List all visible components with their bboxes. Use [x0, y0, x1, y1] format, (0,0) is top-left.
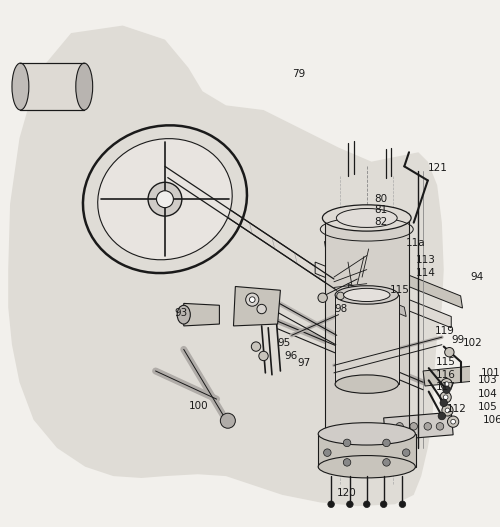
Circle shape	[156, 191, 174, 208]
Polygon shape	[234, 287, 280, 326]
Circle shape	[259, 352, 268, 360]
Ellipse shape	[322, 205, 411, 231]
Circle shape	[448, 416, 459, 427]
Text: 115: 115	[390, 285, 410, 295]
Polygon shape	[184, 304, 220, 326]
Text: 80: 80	[374, 194, 388, 204]
Text: 114: 114	[416, 268, 436, 278]
Circle shape	[410, 423, 418, 430]
Circle shape	[443, 386, 450, 394]
Circle shape	[440, 392, 452, 403]
Ellipse shape	[335, 286, 398, 304]
Circle shape	[444, 382, 449, 386]
Circle shape	[328, 501, 334, 508]
Polygon shape	[165, 167, 336, 290]
Text: 81: 81	[374, 206, 388, 216]
Circle shape	[444, 395, 448, 399]
Circle shape	[396, 423, 404, 430]
Text: 102: 102	[462, 338, 482, 348]
Ellipse shape	[98, 139, 232, 260]
Circle shape	[438, 412, 446, 420]
Polygon shape	[20, 63, 84, 110]
Polygon shape	[334, 295, 399, 384]
Circle shape	[346, 501, 353, 508]
Circle shape	[436, 423, 444, 430]
Text: 113: 113	[416, 255, 436, 265]
Polygon shape	[315, 262, 452, 328]
Text: 104: 104	[478, 388, 498, 398]
Text: 79: 79	[292, 70, 305, 80]
Circle shape	[382, 439, 390, 447]
Circle shape	[364, 501, 370, 508]
Polygon shape	[318, 434, 416, 467]
Ellipse shape	[12, 63, 29, 110]
Circle shape	[220, 413, 236, 428]
Circle shape	[252, 342, 260, 352]
Text: 121: 121	[428, 163, 448, 173]
Circle shape	[344, 458, 351, 466]
Text: 112: 112	[446, 404, 466, 414]
Text: 97: 97	[298, 358, 310, 368]
Circle shape	[399, 501, 406, 508]
Circle shape	[246, 293, 259, 306]
Polygon shape	[423, 365, 482, 386]
Text: 82: 82	[374, 217, 388, 227]
Text: 96: 96	[284, 351, 298, 361]
Circle shape	[336, 292, 344, 300]
Ellipse shape	[318, 455, 416, 478]
Text: 105: 105	[478, 402, 498, 412]
Text: 95: 95	[278, 338, 291, 348]
Text: 119: 119	[434, 326, 454, 336]
Text: 93: 93	[174, 308, 188, 318]
Ellipse shape	[76, 63, 92, 110]
Text: 11a: 11a	[406, 238, 426, 248]
Circle shape	[148, 182, 182, 216]
Ellipse shape	[177, 305, 190, 324]
Polygon shape	[324, 241, 462, 308]
Text: 99: 99	[452, 335, 464, 345]
Circle shape	[441, 378, 452, 390]
Ellipse shape	[335, 375, 398, 393]
Circle shape	[324, 449, 331, 456]
Circle shape	[451, 419, 456, 424]
Ellipse shape	[344, 288, 390, 301]
Circle shape	[344, 439, 351, 447]
Circle shape	[444, 347, 454, 357]
Text: 103: 103	[478, 375, 498, 385]
Circle shape	[257, 304, 266, 314]
Circle shape	[318, 293, 328, 302]
Circle shape	[424, 423, 432, 430]
Text: 100: 100	[188, 401, 208, 411]
Polygon shape	[8, 25, 444, 506]
Polygon shape	[324, 218, 409, 467]
Ellipse shape	[318, 423, 416, 445]
Ellipse shape	[336, 209, 397, 228]
Text: 117: 117	[436, 382, 456, 392]
Text: 94: 94	[470, 272, 484, 282]
Circle shape	[380, 501, 387, 508]
Text: 116: 116	[436, 370, 456, 380]
Text: 106: 106	[483, 415, 500, 425]
Circle shape	[442, 405, 453, 416]
Text: 98: 98	[334, 304, 347, 314]
Text: 101: 101	[482, 368, 500, 378]
Circle shape	[440, 399, 448, 407]
Circle shape	[445, 408, 450, 413]
Circle shape	[402, 449, 410, 456]
Polygon shape	[348, 284, 406, 317]
Text: 120: 120	[336, 488, 356, 498]
Polygon shape	[384, 412, 453, 441]
Circle shape	[382, 458, 390, 466]
Text: 115: 115	[436, 357, 456, 367]
Circle shape	[250, 297, 255, 302]
